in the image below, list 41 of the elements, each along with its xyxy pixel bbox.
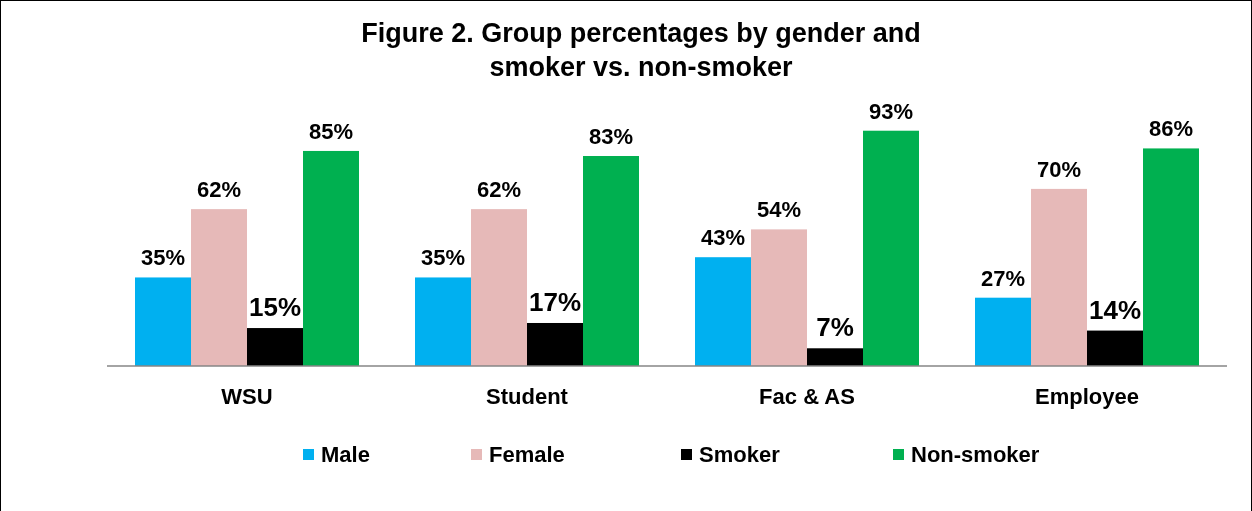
data-label: 35%	[140, 245, 186, 271]
bar	[1087, 330, 1143, 366]
bar	[807, 348, 863, 366]
x-tick-label: WSU	[221, 384, 273, 409]
data-label: 85%	[308, 118, 354, 144]
bar	[751, 229, 807, 366]
bar	[975, 297, 1031, 366]
bar	[863, 130, 919, 366]
data-label: 15%	[248, 292, 302, 323]
data-label: 70%	[1036, 156, 1082, 182]
bar	[303, 150, 359, 366]
x-tick-label: Student	[486, 384, 569, 409]
bar	[135, 277, 191, 366]
bar	[191, 209, 247, 366]
bar	[695, 257, 751, 366]
x-tick-label: Fac & AS	[759, 384, 855, 409]
data-label: 93%	[868, 98, 914, 124]
data-label: 83%	[588, 124, 634, 150]
data-label: 7%	[816, 312, 854, 343]
data-label: 54%	[756, 197, 802, 223]
data-label: 35%	[420, 245, 466, 271]
bar	[1031, 188, 1087, 366]
data-label: 17%	[528, 286, 582, 317]
bar	[247, 328, 303, 366]
x-tick-label: Employee	[1035, 384, 1139, 409]
bar	[471, 209, 527, 366]
bar	[527, 322, 583, 366]
bar	[415, 277, 471, 366]
data-label: 62%	[196, 177, 242, 203]
legend-label: Male	[321, 442, 370, 467]
data-label: 86%	[1148, 116, 1194, 142]
data-label: 62%	[476, 177, 522, 203]
bar	[1143, 148, 1199, 366]
chart-title: Figure 2. Group percentages by gender and smoker vs. non-smoker	[361, 18, 921, 82]
data-label: 14%	[1088, 294, 1142, 325]
legend-label: Smoker	[699, 442, 781, 467]
legend-label: Non-smoker	[911, 442, 1040, 467]
bar	[583, 156, 639, 366]
legend-label: Female	[489, 442, 565, 467]
data-label: 27%	[980, 265, 1026, 291]
data-label: 43%	[700, 225, 746, 251]
